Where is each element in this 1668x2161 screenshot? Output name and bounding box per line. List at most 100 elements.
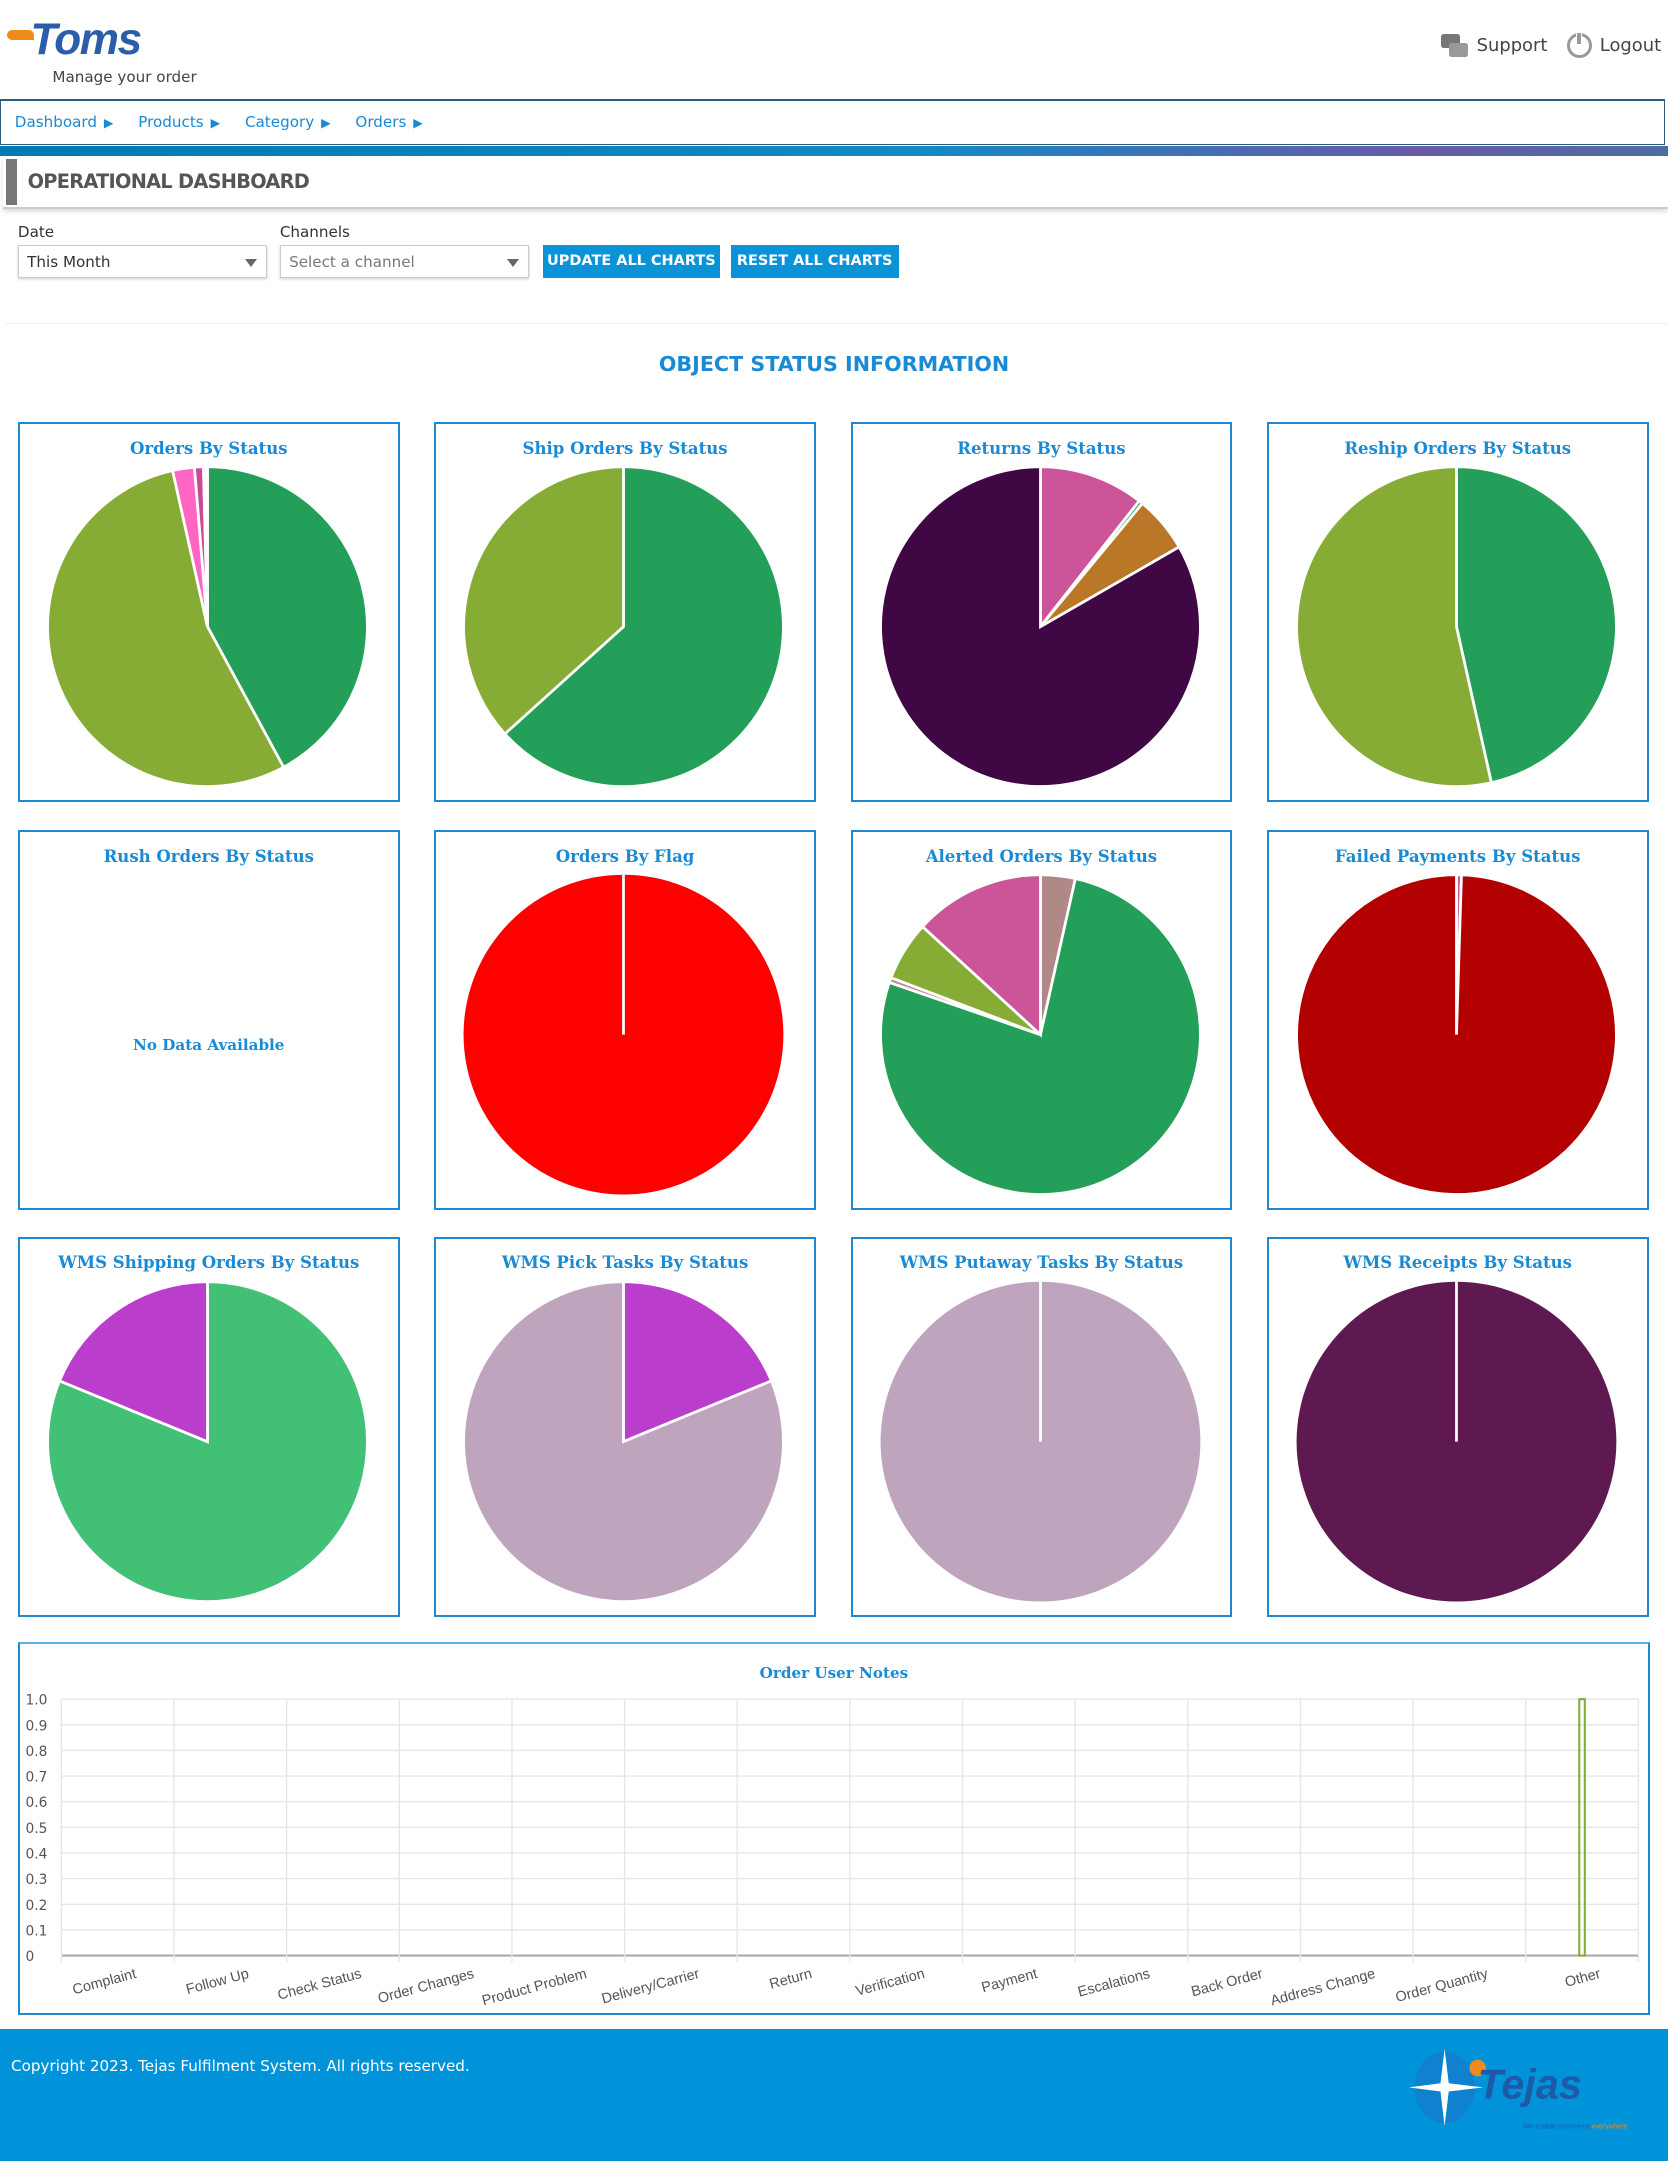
pie-slice[interactable] bbox=[920, 873, 1042, 1038]
title-accent-bar bbox=[5, 158, 17, 206]
y-tick-label: 0.8 bbox=[25, 1744, 47, 1760]
order-user-notes-chart: Order User Notes 0 0.1 0.2 0.3 0.4 0.5 0.6 0.7 0… bbox=[17, 1641, 1650, 2016]
channels-select[interactable]: Select a channel bbox=[279, 245, 530, 279]
x-tick-label: Follow Up bbox=[184, 1966, 250, 1998]
x-tick-label: Address Change bbox=[1269, 1966, 1377, 2009]
pie-chart bbox=[46, 465, 369, 788]
x-tick-label: Return bbox=[768, 1966, 814, 1993]
logo-swoosh bbox=[6, 30, 35, 40]
chart-card-returns-by-status: Returns By Status bbox=[850, 421, 1233, 803]
x-tick-label: Order Quantity bbox=[1394, 1966, 1491, 2006]
breadcrumb-dashboard[interactable]: Dashboard ▶ bbox=[15, 113, 114, 131]
pie-chart bbox=[1295, 873, 1618, 1196]
pie-chart bbox=[878, 465, 1202, 788]
logo[interactable]: Toms bbox=[30, 14, 142, 64]
reset-all-charts-button[interactable]: RESET ALL CHARTS bbox=[730, 245, 899, 279]
logout-link[interactable]: Logout bbox=[1566, 31, 1662, 58]
pie-slice[interactable] bbox=[1295, 873, 1618, 1196]
pie-chart bbox=[46, 1279, 369, 1603]
triangle-right-icon: ▶ bbox=[103, 115, 114, 131]
pie-slice[interactable] bbox=[622, 1279, 774, 1444]
bar-chart-svg: 0 0.1 0.2 0.3 0.4 0.5 0.6 0.7 0.8 0.9 1.0 Complaint… bbox=[25, 1692, 1639, 2009]
update-all-charts-button[interactable]: UPDATE ALL CHARTS bbox=[543, 245, 720, 279]
chart-title: WMS Pick Tasks By Status bbox=[501, 1252, 749, 1273]
pie-slice[interactable] bbox=[878, 465, 1202, 788]
logo-tagline: Manage your order bbox=[52, 67, 197, 86]
chat-bubbles-icon bbox=[1440, 34, 1469, 57]
chart-card-wms-receipts-by-status: WMS Receipts By Status bbox=[1266, 1236, 1649, 1617]
y-tick-label: 0.3 bbox=[25, 1872, 47, 1888]
triangle-right-icon: ▶ bbox=[210, 115, 221, 131]
pie-slice[interactable] bbox=[204, 465, 209, 627]
date-select[interactable]: This Month bbox=[17, 245, 268, 279]
section-title: OBJECT STATUS INFORMATION bbox=[658, 351, 1010, 376]
page-title-bar: OPERATIONAL DASHBOARD bbox=[2, 157, 1668, 209]
y-tick-label: 0.5 bbox=[25, 1821, 47, 1837]
breadcrumb-category[interactable]: Category ▶ bbox=[245, 113, 331, 131]
y-tick-label: 0.2 bbox=[25, 1898, 47, 1914]
y-tick-label: 1.0 bbox=[25, 1692, 47, 1708]
chart-title: Orders By Flag bbox=[555, 845, 695, 866]
logout-label: Logout bbox=[1599, 34, 1662, 56]
top-links: Support Logout bbox=[1440, 31, 1662, 58]
y-tick-label: 0.1 bbox=[25, 1923, 47, 1939]
breadcrumb-label: Category bbox=[244, 113, 315, 132]
y-tick-label: 0 bbox=[25, 1949, 34, 1965]
channels-select-placeholder: Select a channel bbox=[289, 253, 415, 272]
breadcrumb-orders[interactable]: Orders ▶ bbox=[355, 113, 422, 131]
x-tick-label: Order Changes bbox=[376, 1966, 476, 2007]
pie-chart bbox=[1296, 1281, 1617, 1602]
pie-slice[interactable] bbox=[1038, 465, 1141, 631]
svg-text:We enable commerce everywhere: We enable commerce everywhere bbox=[1523, 2123, 1627, 2130]
support-label: Support bbox=[1476, 34, 1548, 56]
chart-title: Alerted Orders By Status bbox=[925, 845, 1158, 866]
chart-title: WMS Shipping Orders By Status bbox=[58, 1252, 360, 1273]
chevron-down-icon bbox=[244, 258, 257, 267]
pie-slice[interactable] bbox=[880, 1281, 1200, 1602]
pie-slice[interactable] bbox=[206, 465, 369, 769]
chart-card-ship-orders-by-status: Ship Orders By Status bbox=[434, 421, 816, 803]
chart-title: WMS Receipts By Status bbox=[1343, 1252, 1572, 1273]
breadcrumb-products[interactable]: Products ▶ bbox=[138, 113, 220, 131]
chart-title: Ship Orders By Status bbox=[522, 437, 728, 458]
triangle-right-icon: ▶ bbox=[321, 115, 331, 131]
x-tick-label: Check Status bbox=[276, 1966, 363, 2004]
chart-card-alerted-orders-by-status: Alerted Orders By Status bbox=[850, 829, 1233, 1211]
divider bbox=[5, 322, 1668, 324]
pie-slice[interactable] bbox=[57, 1279, 209, 1444]
chart-title: Returns By Status bbox=[957, 437, 1126, 458]
pie-slice[interactable] bbox=[1295, 465, 1493, 788]
pie-slice[interactable] bbox=[878, 876, 1202, 1196]
pie-slice[interactable] bbox=[463, 874, 784, 1195]
chart-title: Rush Orders By Status bbox=[103, 845, 314, 866]
pie-slice[interactable] bbox=[1454, 465, 1618, 785]
page-title: OPERATIONAL DASHBOARD bbox=[27, 169, 310, 193]
support-link[interactable]: Support bbox=[1440, 34, 1548, 57]
y-tick-label: 0.4 bbox=[25, 1846, 47, 1862]
breadcrumb-label: Orders bbox=[355, 113, 407, 132]
pie-slice[interactable] bbox=[462, 1279, 785, 1603]
chart-title: Reship Orders By Status bbox=[1344, 437, 1572, 458]
footer: Copyright 2023. Tejas Fulfilment System.… bbox=[0, 2029, 1668, 2161]
x-tick-label: Escalations bbox=[1076, 1966, 1152, 2001]
chart-title: Failed Payments By Status bbox=[1334, 845, 1581, 866]
pie-slice[interactable] bbox=[46, 468, 286, 788]
pie-chart bbox=[462, 465, 785, 788]
x-tick-label: Back Order bbox=[1190, 1966, 1265, 2000]
x-tick-label: Complaint bbox=[71, 1966, 138, 1998]
chart-card-wms-putaway-tasks-by-status: WMS Putaway Tasks By Status bbox=[850, 1236, 1233, 1617]
date-label: Date bbox=[17, 223, 55, 242]
pie-slice[interactable] bbox=[1296, 1281, 1617, 1602]
chart-title: Order User Notes bbox=[759, 1664, 909, 1683]
chevron-down-icon bbox=[506, 258, 519, 267]
pie-chart bbox=[1295, 465, 1618, 788]
triangle-right-icon: ▶ bbox=[413, 115, 423, 131]
pie-chart bbox=[462, 1279, 785, 1603]
chart-card-orders-by-status: Orders By Status bbox=[17, 421, 400, 803]
y-tick-label: 0.7 bbox=[25, 1769, 47, 1785]
chart-card-orders-by-flag: Orders By Flag bbox=[434, 829, 816, 1211]
bar[interactable] bbox=[1578, 1697, 1586, 1957]
x-tick-label: Other bbox=[1563, 1966, 1602, 1991]
pie-slice[interactable] bbox=[503, 465, 785, 788]
pie-slice[interactable] bbox=[462, 465, 626, 736]
